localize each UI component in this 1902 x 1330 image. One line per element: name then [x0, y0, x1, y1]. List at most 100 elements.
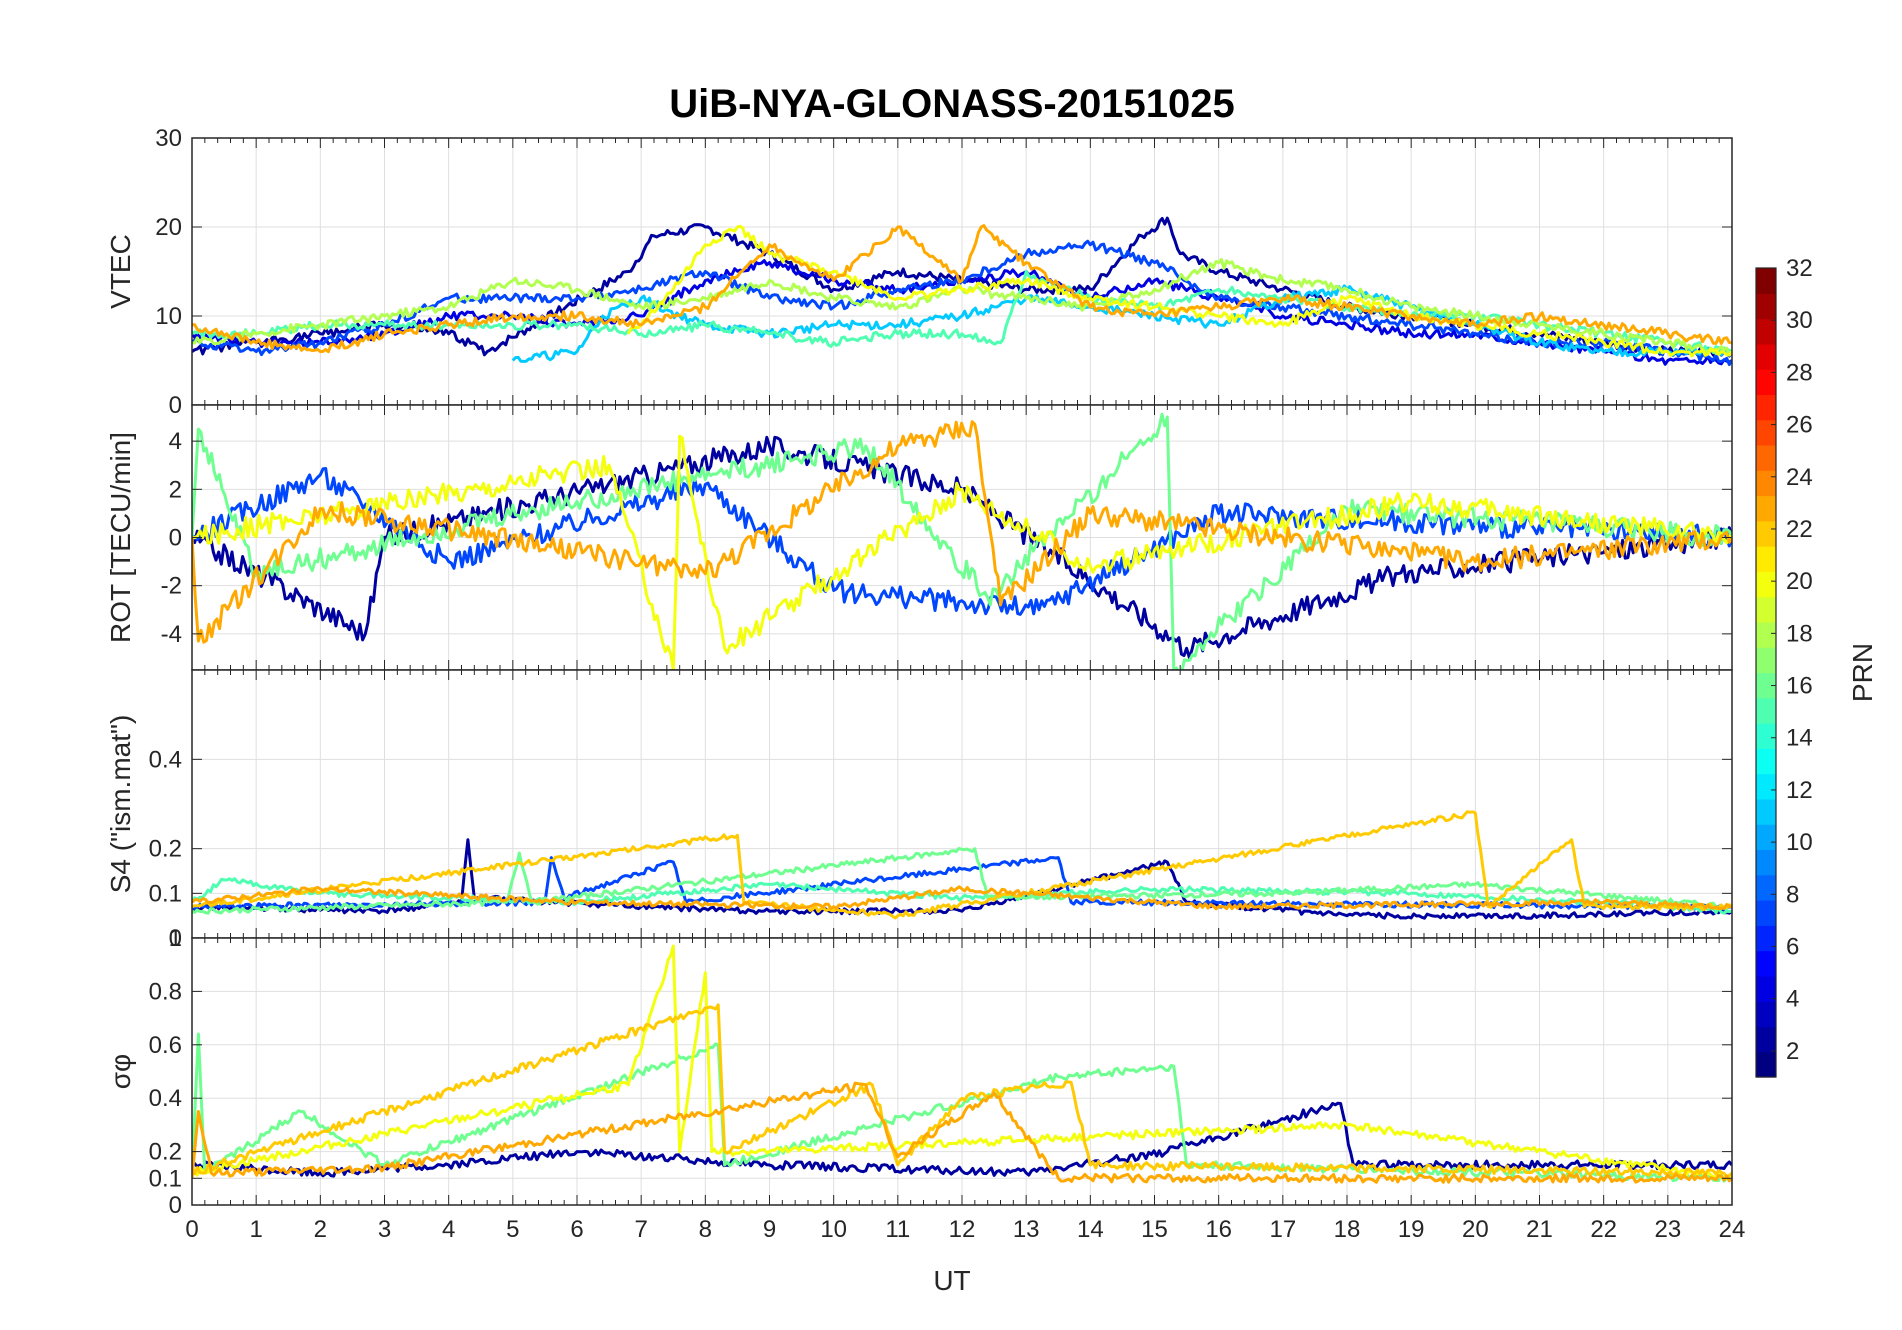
colorbar-segment: [1756, 798, 1776, 825]
x-tick-label: 10: [820, 1216, 847, 1243]
colorbar-tick-label: 26: [1786, 412, 1813, 439]
colorbar-tick-label: 6: [1786, 934, 1799, 961]
x-tick-label: 7: [634, 1216, 647, 1243]
colorbar-segment: [1756, 672, 1776, 699]
x-tick-label: 14: [1077, 1216, 1104, 1243]
y-tick-label: 4: [169, 428, 182, 455]
x-tick-label: 16: [1205, 1216, 1232, 1243]
series-prn-16: [192, 1032, 1732, 1183]
x-tick-label: 9: [763, 1216, 776, 1243]
y-tick-label: 0.2: [149, 1139, 182, 1166]
colorbar-tick-label: 30: [1786, 307, 1813, 334]
y-tick-label: 0: [169, 392, 182, 419]
colorbar-segment: [1756, 1026, 1776, 1053]
colorbar-tick-label: 2: [1786, 1038, 1799, 1065]
series-prn-15: [192, 877, 1732, 915]
colorbar-segment: [1756, 318, 1776, 345]
colorbar-segment: [1756, 975, 1776, 1002]
y-axis-label: σφ: [105, 1054, 136, 1089]
y-axis-label: ROT [TECU/min]: [105, 432, 136, 643]
colorbar-segment: [1756, 697, 1776, 724]
y-tick-label: 0.1: [149, 880, 182, 907]
colorbar-tick-label: 28: [1786, 359, 1813, 386]
x-tick-label: 20: [1462, 1216, 1489, 1243]
colorbar-segment: [1756, 571, 1776, 598]
y-tick-label: 1: [169, 925, 182, 952]
x-tick-label: 4: [442, 1216, 455, 1243]
x-tick-label: 11: [885, 1216, 910, 1243]
y-tick-label: 30: [155, 125, 182, 152]
colorbar-segment: [1756, 520, 1776, 547]
x-tick-label: 19: [1398, 1216, 1425, 1243]
colorbar-segment: [1756, 596, 1776, 623]
y-tick-label: 0: [169, 1192, 182, 1219]
colorbar-tick-label: 24: [1786, 464, 1813, 491]
colorbar-tick-label: 8: [1786, 881, 1799, 908]
y-tick-label: 20: [155, 214, 182, 241]
x-tick-label: 15: [1141, 1216, 1168, 1243]
colorbar-tick-label: 18: [1786, 620, 1813, 647]
series-prn-23: [192, 885, 1732, 911]
x-axis-label: UT: [933, 1265, 970, 1296]
series-prn-22: [192, 810, 1732, 920]
y-tick-label: 0.2: [149, 836, 182, 863]
colorbar-segment: [1756, 900, 1776, 926]
x-tick-label: 3: [378, 1216, 391, 1243]
x-tick-label: 0: [185, 1216, 198, 1243]
x-tick-label: 24: [1719, 1216, 1746, 1243]
colorbar-segment: [1756, 950, 1776, 977]
colorbar-segment: [1756, 343, 1776, 370]
colorbar-tick-label: 32: [1786, 255, 1813, 282]
x-tick-label: 1: [249, 1216, 262, 1243]
colorbar-tick-label: 16: [1786, 673, 1813, 700]
y-tick-label: -4: [161, 621, 182, 648]
colorbar-segment: [1756, 647, 1776, 674]
colorbar-segment: [1756, 495, 1776, 522]
series-prn-22: [192, 1003, 1732, 1178]
colorbar-segment: [1756, 394, 1776, 421]
x-tick-label: 5: [506, 1216, 519, 1243]
panel-3: 0 0.1 0.2 0.4 S4 ("ism.mat"): [105, 669, 1733, 952]
series-group: [192, 944, 1732, 1184]
colorbar-tick-label: 4: [1786, 986, 1799, 1013]
x-tick-label: 18: [1334, 1216, 1361, 1243]
series-prn-16: [192, 847, 1732, 915]
series-group: [192, 810, 1732, 920]
colorbar-segment: [1756, 419, 1776, 446]
y-tick-label: 0: [169, 925, 182, 952]
y-tick-label: 10: [155, 303, 182, 330]
y-axis-label: S4 ("ism.mat"): [105, 715, 136, 894]
y-tick-label: 0.1: [149, 1165, 182, 1192]
chart-title: UiB-NYA-GLONASS-20151025: [669, 82, 1234, 126]
x-tick-label: 23: [1654, 1216, 1681, 1243]
colorbar-segment: [1756, 369, 1776, 396]
y-tick-label: 0.4: [149, 1085, 182, 1112]
x-tick-label: 2: [314, 1216, 327, 1243]
series-prn-20: [192, 434, 1732, 670]
x-tick-label: 17: [1269, 1216, 1296, 1243]
series-group: [192, 412, 1732, 670]
y-axis-label: VTEC: [105, 234, 136, 309]
colorbar-tick-label: 14: [1786, 725, 1813, 752]
colorbar-segment: [1756, 621, 1776, 648]
colorbar-segment: [1756, 874, 1776, 901]
colorbar-segment: [1756, 546, 1776, 572]
colorbar-segment: [1756, 293, 1776, 320]
panel-2: -4 -2 0 2 4 ROT [TECU/min]: [105, 404, 1733, 671]
colorbar-frame: [1755, 267, 1777, 1078]
colorbar-tick-label: 10: [1786, 829, 1813, 856]
colorbar-segment: [1756, 1051, 1776, 1078]
x-tick-label: 12: [949, 1216, 976, 1243]
colorbar-segment: [1756, 849, 1776, 876]
colorbar-tick-label: 22: [1786, 516, 1813, 543]
x-tick-label: 21: [1526, 1216, 1553, 1243]
y-tick-label: 0.4: [149, 746, 182, 773]
colorbar-segment: [1756, 925, 1776, 952]
series-prn-23: [192, 1081, 1732, 1184]
series-prn-16: [192, 412, 1732, 670]
colorbar-segment: [1756, 773, 1776, 800]
colorbar-segment: [1756, 268, 1776, 294]
